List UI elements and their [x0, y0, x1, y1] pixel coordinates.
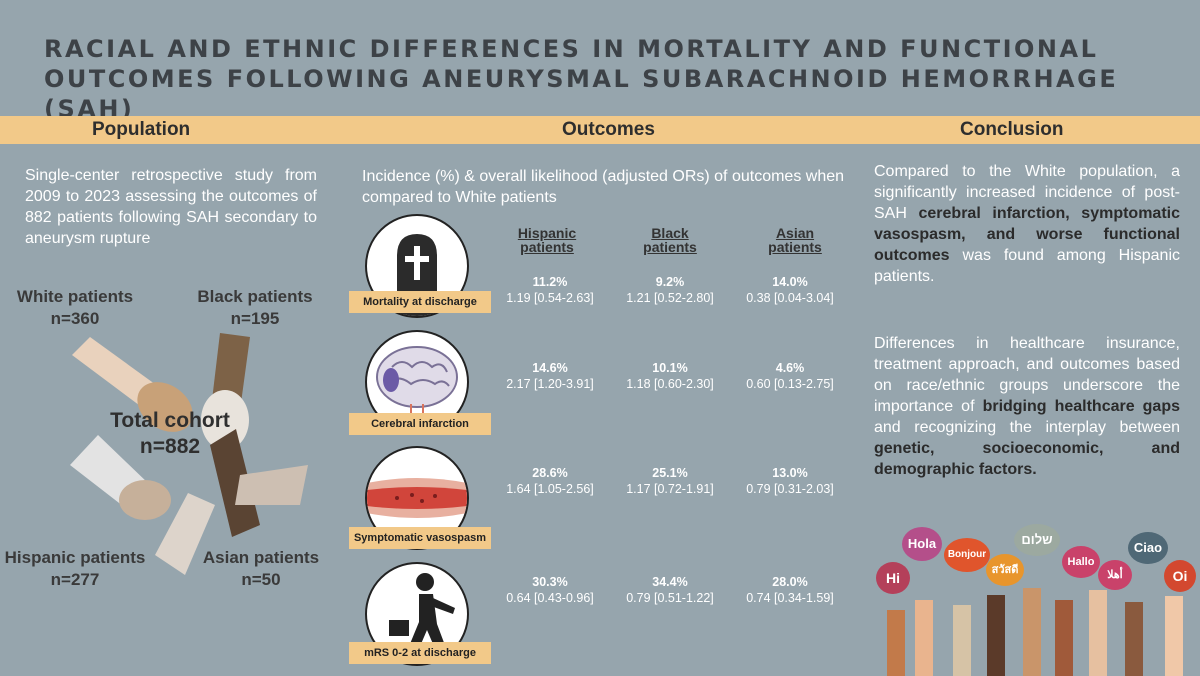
conclusion-highlight: bridging healthcare gaps — [982, 398, 1180, 415]
outcomes-intro: Incidence (%) & overall likelihood (adju… — [362, 168, 845, 206]
conclusion-paragraph-1: Compared to the White population, a sign… — [874, 161, 1180, 287]
greeting-bubble-bonjour: Bonjour — [944, 538, 990, 572]
column-header-black: Black patients — [610, 226, 730, 254]
cell-vasospasm-asian: 13.0% 0.79 [0.31-2.03] — [730, 465, 850, 497]
cell-infarction-black: 10.1% 1.18 [0.60-2.30] — [610, 360, 730, 392]
conclusion-highlight: cerebral infarction, symptomatic vasospa… — [874, 205, 1180, 264]
group-asian-name: Asian patients — [202, 548, 320, 567]
cell-pct: 9.2% — [655, 275, 685, 289]
cell-pct: 25.1% — [652, 466, 688, 480]
cell-mortality-asian: 14.0% 0.38 [0.04-3.04] — [730, 274, 850, 306]
cell-mrs-asian: 28.0% 0.74 [0.34-1.59] — [730, 574, 850, 606]
conclusion-paragraph-2: Differences in healthcare insurance, tre… — [874, 333, 1180, 480]
total-cohort: Total cohort n=882 — [90, 408, 250, 460]
cell-vasospasm-hispanic: 28.6% 1.64 [1.05-2.56] — [490, 465, 610, 497]
cell-or: 0.79 [0.31-2.03] — [746, 482, 834, 496]
group-asian-n: n=50 — [241, 570, 281, 589]
cell-pct: 34.4% — [652, 575, 688, 589]
cell-pct: 28.0% — [772, 575, 808, 589]
group-white: White patients n=360 — [10, 286, 140, 330]
section-title-population: Population — [92, 119, 191, 140]
cell-or: 1.19 [0.54-2.63] — [506, 291, 594, 305]
total-cohort-n: n=882 — [139, 435, 201, 458]
greeting-bubble-hallo: Hallo — [1062, 546, 1100, 578]
group-white-n: n=360 — [50, 309, 100, 328]
cell-pct: 4.6% — [775, 361, 805, 375]
cell-vasospasm-black: 25.1% 1.17 [0.72-1.91] — [610, 465, 730, 497]
cell-mortality-black: 9.2% 1.21 [0.52-2.80] — [610, 274, 730, 306]
group-white-name: White patients — [16, 287, 134, 306]
group-black-n: n=195 — [230, 309, 280, 328]
outcome-label-vasospasm: Symptomatic vasospasm — [349, 527, 491, 549]
conclusion-text: was found among Hispanic patients. — [874, 247, 1180, 285]
greeting-bubble-hola: Hola — [902, 527, 942, 561]
cell-pct: 14.6% — [532, 361, 568, 375]
hand-white-icon — [72, 337, 193, 432]
group-black: Black patients n=195 — [190, 286, 320, 330]
column-header-asian: Asian patients — [735, 226, 855, 254]
cell-mortality-hispanic: 11.2% 1.19 [0.54-2.63] — [490, 274, 610, 306]
greeting-bubble-hi: Hi — [876, 562, 910, 594]
greeting-bubble-oi: Oi — [1164, 560, 1196, 592]
hand-hispanic-icon — [70, 435, 171, 520]
cell-or: 2.17 [1.20-3.91] — [506, 377, 594, 391]
cell-or: 0.64 [0.43-0.96] — [506, 591, 594, 605]
group-asian: Asian patients n=50 — [196, 547, 326, 591]
population-description: Single-center retrospective study from 2… — [25, 167, 317, 247]
group-hispanic-n: n=277 — [50, 570, 100, 589]
column-header-black-l2: patients — [643, 239, 697, 255]
greeting-bubble-shalom: שלום — [1014, 524, 1060, 556]
group-black-name: Black patients — [197, 287, 313, 306]
outcome-label-mrs: mRS 0-2 at discharge — [349, 642, 491, 664]
raised-arms-illustration — [887, 588, 1183, 676]
cell-pct: 14.0% — [772, 275, 808, 289]
cell-or: 0.79 [0.51-1.22] — [626, 591, 714, 605]
conclusion-text: Differences in healthcare insurance, tre… — [874, 335, 1180, 415]
cell-infarction-hispanic: 14.6% 2.17 [1.20-3.91] — [490, 360, 610, 392]
cell-or: 1.18 [0.60-2.30] — [626, 377, 714, 391]
section-title-conclusion: Conclusion — [960, 119, 1064, 140]
greeting-bubble-ciao: Ciao — [1128, 532, 1168, 564]
cell-or: 1.17 [0.72-1.91] — [626, 482, 714, 496]
conclusion-highlight: genetic, socioeconomic, and demographic … — [874, 440, 1180, 478]
column-header-asian-l1: Asian — [775, 225, 815, 241]
greeting-bubble-ahlan: أهلا — [1098, 560, 1132, 590]
column-header-asian-l2: patients — [768, 239, 822, 255]
outcome-label-mortality: Mortality at discharge — [349, 291, 491, 313]
cell-or: 0.74 [0.34-1.59] — [746, 591, 834, 605]
cell-mrs-black: 34.4% 0.79 [0.51-1.22] — [610, 574, 730, 606]
cell-mrs-hispanic: 30.3% 0.64 [0.43-0.96] — [490, 574, 610, 606]
cell-or: 1.21 [0.52-2.80] — [626, 291, 714, 305]
cell-pct: 13.0% — [772, 466, 808, 480]
greeting-bubble-sawasdee: สวัสดี — [986, 554, 1024, 586]
conclusion-text: Compared to the White population, a sign… — [874, 163, 1180, 222]
column-header-hispanic: Hispanic patients — [487, 226, 607, 254]
page-title: RACIAL AND ETHNIC DIFFERENCES IN MORTALI… — [44, 35, 1119, 123]
group-hispanic-name: Hispanic patients — [4, 548, 146, 567]
conclusion-text: and recognizing the interplay between — [874, 419, 1180, 436]
section-title-outcomes: Outcomes — [562, 119, 655, 140]
cell-infarction-asian: 4.6% 0.60 [0.13-2.75] — [730, 360, 850, 392]
cell-or: 1.64 [1.05-2.56] — [506, 482, 594, 496]
cell-pct: 28.6% — [532, 466, 568, 480]
outcome-label-infarction: Cerebral infarction — [349, 413, 491, 435]
cell-or: 0.60 [0.13-2.75] — [746, 377, 834, 391]
column-header-black-l1: Black — [651, 225, 689, 241]
column-header-hispanic-l2: patients — [520, 239, 574, 255]
cell-pct: 30.3% — [532, 575, 568, 589]
cell-pct: 10.1% — [652, 361, 688, 375]
total-cohort-label: Total cohort — [110, 409, 230, 432]
group-hispanic: Hispanic patients n=277 — [0, 547, 150, 591]
section-header-band: Population Outcomes Conclusion — [0, 116, 1200, 144]
cell-pct: 11.2% — [532, 275, 568, 289]
hand-asian-icon — [155, 429, 308, 575]
column-header-hispanic-l1: Hispanic — [517, 225, 577, 241]
joined-hands-illustration — [70, 333, 308, 575]
cell-or: 0.38 [0.04-3.04] — [746, 291, 834, 305]
